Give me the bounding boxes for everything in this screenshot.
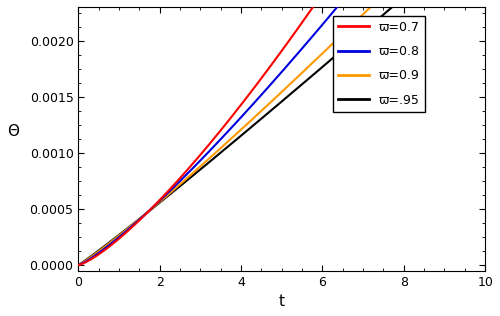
ϖ=0.8 xyxy=(116,235,122,239)
ϖ=0.7 xyxy=(240,101,246,105)
Line: ϖ=0.7: ϖ=0.7 xyxy=(78,0,485,265)
Line: ϖ=0.9: ϖ=0.9 xyxy=(78,0,485,265)
X-axis label: t: t xyxy=(279,294,285,309)
ϖ=0.9 xyxy=(240,126,246,130)
ϖ=0.9 xyxy=(254,113,260,117)
Legend: ϖ=0.7, ϖ=0.8, ϖ=0.9, ϖ=.95: ϖ=0.7, ϖ=0.8, ϖ=0.9, ϖ=.95 xyxy=(333,16,425,112)
ϖ=0.9 xyxy=(354,18,360,21)
ϖ=0.7 xyxy=(254,82,260,85)
ϖ=0.8 xyxy=(254,97,260,101)
ϖ=.95 xyxy=(76,263,82,267)
ϖ=.95 xyxy=(392,2,398,6)
ϖ=.95 xyxy=(254,120,260,124)
ϖ=0.9 xyxy=(116,233,122,237)
ϖ=.95 xyxy=(240,132,246,136)
ϖ=.95 xyxy=(116,233,122,236)
ϖ=0.8 xyxy=(240,113,246,117)
Y-axis label: Θ: Θ xyxy=(7,124,19,139)
ϖ=0.9 xyxy=(76,263,82,267)
ϖ=0.7 xyxy=(76,263,82,267)
ϖ=.95 xyxy=(354,35,360,39)
ϖ=0.8 xyxy=(76,263,82,267)
Line: ϖ=0.8: ϖ=0.8 xyxy=(78,0,485,265)
Line: ϖ=.95: ϖ=.95 xyxy=(78,0,485,265)
ϖ=0.7 xyxy=(116,236,122,240)
